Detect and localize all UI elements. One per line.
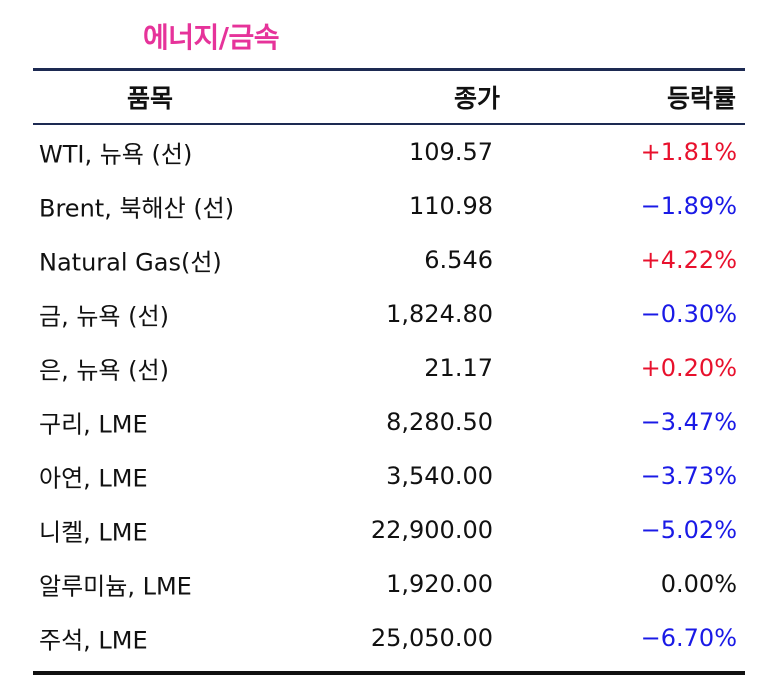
- table-header-row: 품목 종가 등락률: [33, 71, 745, 123]
- table-row: WTI, 뉴욕 (선) 109.57 +1.81%: [33, 125, 745, 179]
- row-change: −3.73%: [640, 462, 737, 490]
- row-close: 6.546: [424, 246, 493, 274]
- row-item: 알루미늄, LME: [39, 572, 192, 601]
- row-close: 109.57: [409, 138, 493, 166]
- row-item: 은, 뉴욕 (선): [39, 356, 169, 385]
- row-item: 아연, LME: [39, 464, 148, 493]
- row-close: 1,920.00: [386, 570, 493, 598]
- row-change: +4.22%: [640, 246, 737, 274]
- row-change: −5.02%: [640, 516, 737, 544]
- header-close: 종가: [453, 84, 500, 113]
- section-title: 에너지/금속: [143, 21, 280, 54]
- row-close: 25,050.00: [370, 624, 493, 652]
- table-row: 금, 뉴욕 (선) 1,824.80 −0.30%: [33, 287, 745, 341]
- table-row: Brent, 북해산 (선) 110.98 −1.89%: [33, 179, 745, 233]
- table-row: 아연, LME 3,540.00 −3.73%: [33, 449, 745, 503]
- row-close: 8,280.50: [386, 408, 493, 436]
- row-item: WTI, 뉴욕 (선): [39, 140, 193, 169]
- table-bottom-rule: [33, 671, 745, 675]
- row-close: 110.98: [409, 192, 493, 220]
- row-change: −1.89%: [640, 192, 737, 220]
- table-row: 니켈, LME 22,900.00 −5.02%: [33, 503, 745, 557]
- table-row: 은, 뉴욕 (선) 21.17 +0.20%: [33, 341, 745, 395]
- row-change: −0.30%: [640, 300, 737, 328]
- table-row: 알루미늄, LME 1,920.00 0.00%: [33, 557, 745, 611]
- header-change: 등락률: [666, 84, 736, 113]
- row-item: Brent, 북해산 (선): [39, 194, 235, 223]
- row-close: 22,900.00: [370, 516, 493, 544]
- row-item: 금, 뉴욕 (선): [39, 302, 169, 331]
- table-header-rule: [33, 123, 745, 125]
- row-close: 21.17: [424, 354, 493, 382]
- row-change: −6.70%: [640, 624, 737, 652]
- table-row: 주석, LME 25,050.00 −6.70%: [33, 611, 745, 665]
- row-change: +0.20%: [640, 354, 737, 382]
- row-item: Natural Gas(선): [39, 248, 222, 277]
- table-top-rule: [33, 68, 745, 71]
- table-row: 구리, LME 8,280.50 −3.47%: [33, 395, 745, 449]
- commodity-table: 품목 종가 등락률 WTI, 뉴욕 (선) 109.57 +1.81% Bren…: [33, 68, 745, 675]
- header-item: 품목: [127, 84, 174, 113]
- row-change: −3.47%: [640, 408, 737, 436]
- row-close: 1,824.80: [386, 300, 493, 328]
- row-item: 주석, LME: [39, 626, 148, 655]
- row-item: 니켈, LME: [39, 518, 148, 547]
- row-item: 구리, LME: [39, 410, 148, 439]
- row-change: +1.81%: [640, 138, 737, 166]
- row-close: 3,540.00: [386, 462, 493, 490]
- table-row: Natural Gas(선) 6.546 +4.22%: [33, 233, 745, 287]
- row-change: 0.00%: [660, 570, 737, 598]
